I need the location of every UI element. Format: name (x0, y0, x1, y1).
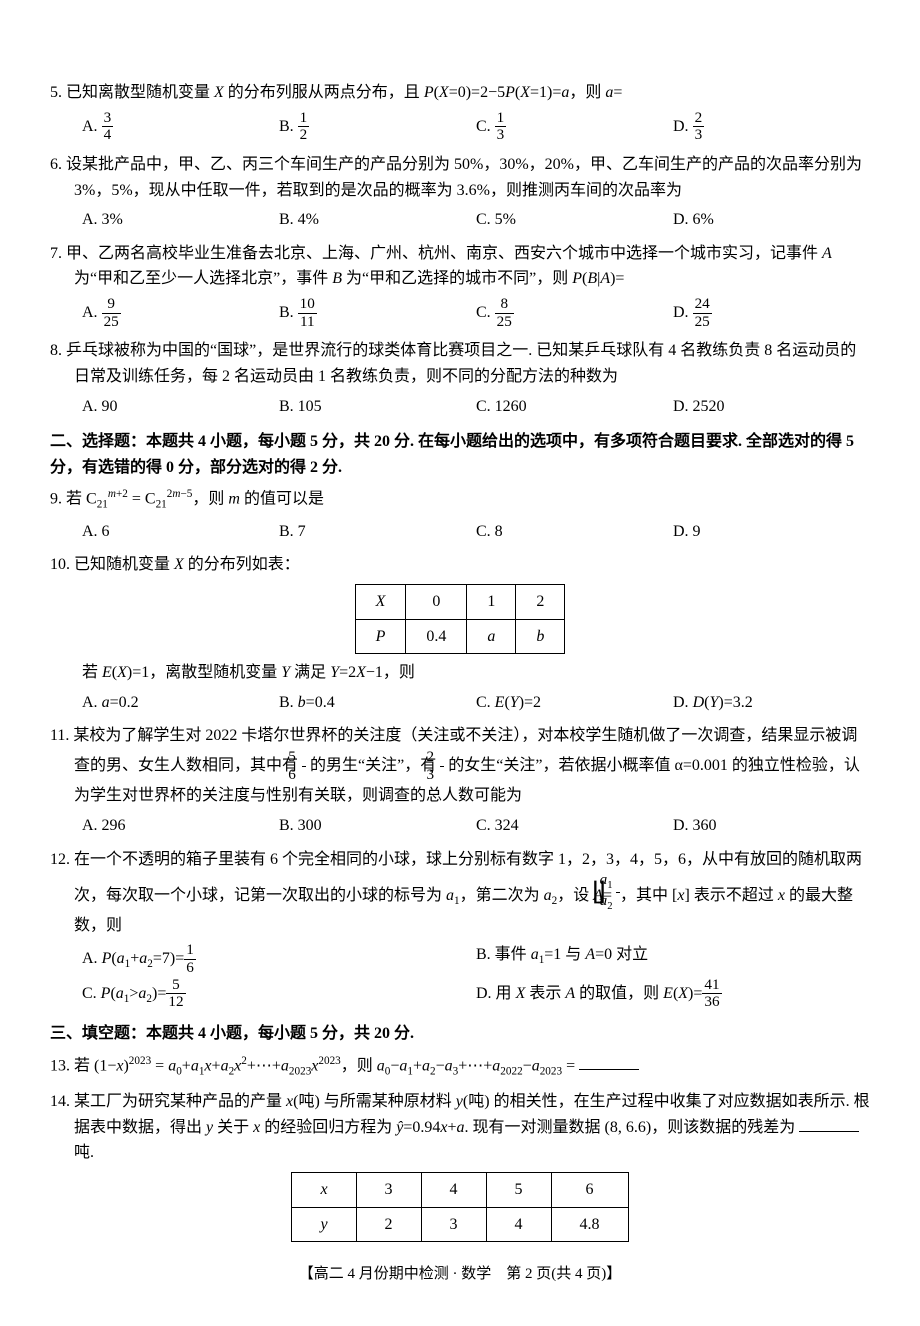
q12-options: A. P(a1+a2=7)=16 B. 事件 a1=1 与 A=0 对立 C. … (50, 942, 870, 1011)
table-cell: 4.8 (551, 1207, 628, 1242)
q8-opt-b: B. 105 (279, 394, 476, 420)
question-12: 12. 在一个不透明的箱子里装有 6 个完全相同的小球，球上分别标有数字 1，2… (50, 847, 870, 1012)
q11-options: A. 296 B. 300 C. 324 D. 360 (50, 813, 870, 839)
q13-blank[interactable] (579, 1069, 639, 1070)
section-3-title: 三、填空题：本题共 4 小题，每小题 5 分，共 20 分. (50, 1021, 870, 1047)
q7-opt-c: C. 825 (476, 296, 673, 330)
table-cell: P (355, 619, 406, 654)
q5-text: 5. 已知离散型随机变量 X 的分布列服从两点分布，且 P(X=0)=2−5P(… (50, 80, 870, 106)
q10-text2: 若 E(X)=1，离散型随机变量 Y 满足 Y=2X−1，则 (50, 660, 870, 686)
q11-opt-a: A. 296 (82, 813, 279, 839)
table-cell: 0.4 (406, 619, 467, 654)
q9-text: 9. 若 C21m+2 = C212m−5，则 m 的值可以是 (50, 486, 870, 514)
q12-opt-a: A. P(a1+a2=7)=16 (82, 942, 476, 976)
q14-blank[interactable] (799, 1131, 859, 1132)
q6-text: 6. 设某批产品中，甲、乙、丙三个车间生产的产品分别为 50%，30%，20%，… (50, 152, 870, 203)
question-8: 8. 乒乓球被称为中国的“国球”，是世界流行的球类体育比赛项目之一. 已知某乒乓… (50, 338, 870, 419)
question-14: 14. 某工厂为研究某种产品的产量 x(吨) 与所需某种原材料 y(吨) 的相关… (50, 1089, 870, 1242)
q5-opt-d: D. 23 (673, 110, 870, 144)
q9-options: A. 6 B. 7 C. 8 D. 9 (50, 519, 870, 545)
q12-text: 12. 在一个不透明的箱子里装有 6 个完全相同的小球，球上分别标有数字 1，2… (50, 847, 870, 939)
q8-opt-c: C. 1260 (476, 394, 673, 420)
q10-text: 10. 已知随机变量 X 的分布列如表： (50, 552, 870, 578)
q11-opt-b: B. 300 (279, 813, 476, 839)
q11-opt-d: D. 360 (673, 813, 870, 839)
table-cell: 1 (467, 585, 516, 620)
q12-opt-d: D. 用 X 表示 A 的取值，则 E(X)=4136 (476, 977, 870, 1011)
q11-text: 11. 某校为了解学生对 2022 卡塔尔世界杯的关注度（关注或不关注），对本校… (50, 723, 870, 809)
q9-opt-a: A. 6 (82, 519, 279, 545)
table-cell: b (516, 619, 565, 654)
q6-opt-c: C. 5% (476, 207, 673, 233)
table-cell: y (292, 1207, 356, 1242)
table-cell: 4 (421, 1172, 486, 1207)
q10-options: A. a=0.2 B. b=0.4 C. E(Y)=2 D. D(Y)=3.2 (50, 690, 870, 716)
question-11: 11. 某校为了解学生对 2022 卡塔尔世界杯的关注度（关注或不关注），对本校… (50, 723, 870, 838)
table-cell: 3 (421, 1207, 486, 1242)
table-cell: x (292, 1172, 356, 1207)
question-13: 13. 若 (1−x)2023 = a0+a1x+a2x2+⋯+a2023x20… (50, 1053, 870, 1081)
q10-opt-d: D. D(Y)=3.2 (673, 690, 870, 716)
q7-text: 7. 甲、乙两名高校毕业生准备去北京、上海、广州、杭州、南京、西安六个城市中选择… (50, 241, 870, 292)
q9-opt-d: D. 9 (673, 519, 870, 545)
q12-opt-c: C. P(a1>a2)=512 (82, 977, 476, 1011)
q7-opt-b: B. 1011 (279, 296, 476, 330)
q8-text: 8. 乒乓球被称为中国的“国球”，是世界流行的球类体育比赛项目之一. 已知某乒乓… (50, 338, 870, 389)
question-10: 10. 已知随机变量 X 的分布列如表： X 0 1 2 P 0.4 a b 若… (50, 552, 870, 715)
q11-text-p2: 的男生“关注”，有 (310, 757, 436, 774)
q7-opt-d: D. 2425 (673, 296, 870, 330)
table-row: X 0 1 2 (355, 585, 565, 620)
q11-opt-c: C. 324 (476, 813, 673, 839)
table-row: P 0.4 a b (355, 619, 565, 654)
q5-opt-b: B. 12 (279, 110, 476, 144)
table-row: y 2 3 4 4.8 (292, 1207, 628, 1242)
question-9: 9. 若 C21m+2 = C212m−5，则 m 的值可以是 A. 6 B. … (50, 486, 870, 544)
table-cell: 2 (356, 1207, 421, 1242)
question-5: 5. 已知离散型随机变量 X 的分布列服从两点分布，且 P(X=0)=2−5P(… (50, 80, 870, 144)
q7-opt-a: A. 925 (82, 296, 279, 330)
q5-options: A. 34 B. 12 C. 13 D. 23 (50, 110, 870, 144)
q10-opt-a: A. a=0.2 (82, 690, 279, 716)
page-footer: 【高二 4 月份期中检测 · 数学 第 2 页(共 4 页)】 (50, 1262, 870, 1286)
q6-options: A. 3% B. 4% C. 5% D. 6% (50, 207, 870, 233)
table-cell: 3 (356, 1172, 421, 1207)
q9-opt-b: B. 7 (279, 519, 476, 545)
table-row: x 3 4 5 6 (292, 1172, 628, 1207)
table-cell: 0 (406, 585, 467, 620)
q14-table: x 3 4 5 6 y 2 3 4 4.8 (291, 1172, 628, 1242)
table-cell: 4 (486, 1207, 551, 1242)
section-2-title: 二、选择题：本题共 4 小题，每小题 5 分，共 20 分. 在每小题给出的选项… (50, 429, 870, 480)
q10-opt-c: C. E(Y)=2 (476, 690, 673, 716)
q5-opt-c: C. 13 (476, 110, 673, 144)
table-cell: 5 (486, 1172, 551, 1207)
question-7: 7. 甲、乙两名高校毕业生准备去北京、上海、广州、杭州、南京、西安六个城市中选择… (50, 241, 870, 331)
q12-opt-b: B. 事件 a1=1 与 A=0 对立 (476, 942, 870, 976)
q8-options: A. 90 B. 105 C. 1260 D. 2520 (50, 394, 870, 420)
table-cell: X (355, 585, 406, 620)
q5-opt-a: A. 34 (82, 110, 279, 144)
q7-options: A. 925 B. 1011 C. 825 D. 2425 (50, 296, 870, 330)
q6-opt-d: D. 6% (673, 207, 870, 233)
q10-table: X 0 1 2 P 0.4 a b (355, 584, 566, 654)
table-cell: a (467, 619, 516, 654)
q10-opt-b: B. b=0.4 (279, 690, 476, 716)
q8-opt-d: D. 2520 (673, 394, 870, 420)
question-6: 6. 设某批产品中，甲、乙、丙三个车间生产的产品分别为 50%，30%，20%，… (50, 152, 870, 233)
table-cell: 6 (551, 1172, 628, 1207)
q13-text: 13. 若 (1−x)2023 = a0+a1x+a2x2+⋯+a2023x20… (50, 1053, 870, 1081)
table-cell: 2 (516, 585, 565, 620)
q9-opt-c: C. 8 (476, 519, 673, 545)
q8-opt-a: A. 90 (82, 394, 279, 420)
q6-opt-a: A. 3% (82, 207, 279, 233)
q14-text: 14. 某工厂为研究某种产品的产量 x(吨) 与所需某种原材料 y(吨) 的相关… (50, 1089, 870, 1166)
q14-unit: 吨. (74, 1144, 94, 1161)
q6-opt-b: B. 4% (279, 207, 476, 233)
